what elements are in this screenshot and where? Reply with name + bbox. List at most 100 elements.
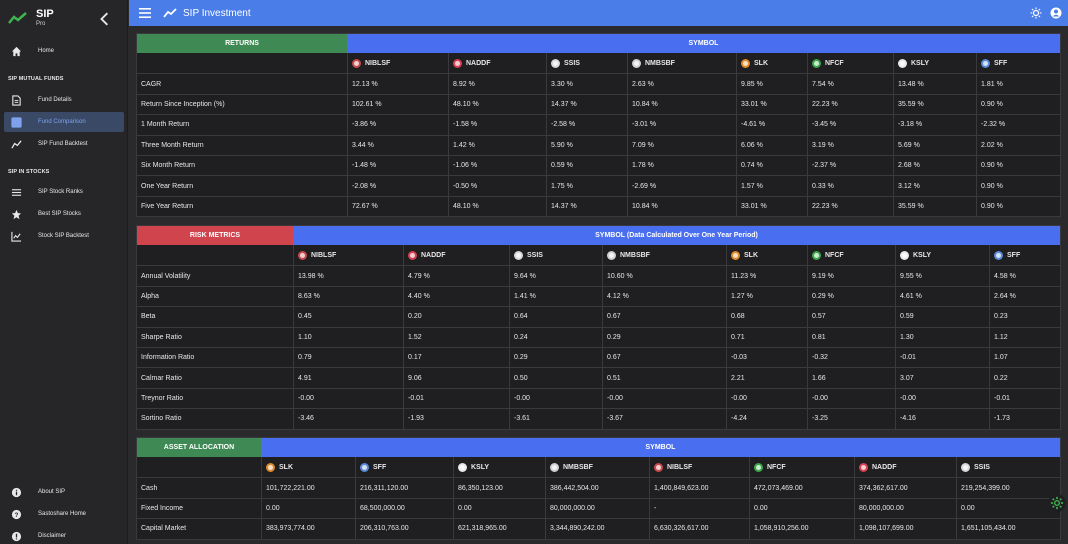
column-header-slk[interactable]: SLK bbox=[736, 53, 807, 74]
column-header-sff[interactable]: SFF bbox=[989, 245, 1060, 266]
table-cell: 1.57 % bbox=[736, 176, 807, 196]
symbol-band-label: SYMBOL bbox=[347, 34, 1060, 53]
column-header-nmbsbf[interactable]: NMBSBF bbox=[545, 457, 649, 478]
table-cell: -1.48 % bbox=[347, 155, 448, 176]
fund-logo-icon bbox=[607, 250, 616, 260]
column-header-naddf[interactable]: NADDF bbox=[403, 245, 509, 266]
column-header-naddf[interactable]: NADDF bbox=[448, 53, 546, 74]
table-cell: 0.50 bbox=[509, 368, 602, 388]
table-cell: 1.10 bbox=[293, 327, 403, 347]
table-cell: 0.33 % bbox=[807, 176, 893, 196]
column-header-niblsf[interactable]: NIBLSF bbox=[649, 457, 749, 478]
symbol-name: NADDF bbox=[466, 59, 491, 67]
row-label: 1 Month Return bbox=[141, 121, 190, 129]
sidebar-item-fund-details[interactable]: Fund Details bbox=[4, 90, 124, 110]
table-cell: -1.73 bbox=[989, 409, 1060, 429]
section-stocks: SIP IN STOCKS bbox=[8, 169, 50, 175]
column-header-ksly[interactable]: KSLY bbox=[453, 457, 545, 478]
account-icon[interactable] bbox=[1050, 7, 1062, 19]
table-cell: -1.58 % bbox=[448, 115, 546, 135]
sidebar-item-best-stocks[interactable]: Best SIP Stocks bbox=[4, 204, 124, 224]
column-header-ssis[interactable]: SSIS bbox=[956, 457, 1060, 478]
table-cell: 4.40 % bbox=[403, 286, 509, 307]
row-label-header bbox=[137, 53, 347, 73]
table-cell: 0.74 % bbox=[736, 155, 807, 176]
column-header-nfcf[interactable]: NFCF bbox=[807, 53, 893, 74]
risk-metrics-table: RISK METRICS SYMBOL (Data Calculated Over… bbox=[136, 225, 1061, 430]
table-cell: -3.01 % bbox=[627, 115, 736, 135]
column-header-ksly[interactable]: KSLY bbox=[895, 245, 989, 266]
table-cell: 1.12 bbox=[989, 327, 1060, 347]
brand-title: SIP bbox=[36, 8, 54, 20]
table-cell: -4.61 % bbox=[736, 115, 807, 135]
table-cell: 0.23 bbox=[989, 307, 1060, 327]
fund-logo-icon bbox=[352, 58, 361, 68]
table-cell: 0.59 bbox=[895, 307, 989, 327]
menu-icon[interactable] bbox=[139, 8, 151, 18]
table-cell: 0.29 bbox=[509, 347, 602, 368]
table-cell: -0.00 bbox=[602, 388, 726, 409]
document-icon bbox=[10, 94, 22, 106]
column-header-ssis[interactable]: SSIS bbox=[509, 245, 602, 266]
symbol-label: NADDF bbox=[859, 462, 897, 472]
table-cell: 5.69 % bbox=[893, 135, 976, 155]
fund-logo-icon bbox=[298, 250, 307, 260]
sidebar-item-disclaimer[interactable]: Disclaimer bbox=[4, 526, 124, 544]
column-header-nfcf[interactable]: NFCF bbox=[807, 245, 895, 266]
table-cell: 22.23 % bbox=[807, 196, 893, 217]
table-cell: -2.58 % bbox=[546, 115, 627, 135]
sidebar-item-label: Sastoshare Home bbox=[38, 511, 87, 517]
table-cell: 80,000,000.00 bbox=[545, 498, 649, 519]
column-header-naddf[interactable]: NADDF bbox=[854, 457, 956, 478]
sidebar-item-about[interactable]: About SIP bbox=[4, 482, 124, 502]
symbol-label: KSLY bbox=[900, 250, 931, 260]
column-header-nmbsbf[interactable]: NMBSBF bbox=[627, 53, 736, 74]
sidebar-item-home[interactable]: Home bbox=[4, 41, 124, 61]
column-header-nfcf[interactable]: NFCF bbox=[749, 457, 854, 478]
symbol-name: NMBSBF bbox=[620, 251, 650, 259]
settings-fab[interactable] bbox=[1048, 494, 1066, 512]
symbol-label: NADDF bbox=[408, 250, 446, 260]
row-label: Five Year Return bbox=[141, 202, 194, 210]
table-cell: 10.84 % bbox=[627, 196, 736, 217]
symbol-label: NFCF bbox=[754, 462, 786, 472]
column-header-niblsf[interactable]: NIBLSF bbox=[347, 53, 448, 74]
column-header-slk[interactable]: SLK bbox=[726, 245, 807, 266]
column-header-sff[interactable]: SFF bbox=[976, 53, 1060, 74]
table-cell: -2.32 % bbox=[976, 115, 1060, 135]
chevron-left-icon[interactable] bbox=[95, 12, 115, 26]
table-cell: 1.81 % bbox=[976, 74, 1060, 94]
column-header-slk[interactable]: SLK bbox=[261, 457, 355, 478]
table-cell: -2.69 % bbox=[627, 176, 736, 196]
compare-icon bbox=[10, 116, 22, 128]
table-cell: 4.12 % bbox=[602, 286, 726, 307]
column-header-ssis[interactable]: SSIS bbox=[546, 53, 627, 74]
table-cell: 0.67 bbox=[602, 307, 726, 327]
table-cell: 68,500,000.00 bbox=[355, 498, 453, 519]
table-cell: 80,000,000.00 bbox=[854, 498, 956, 519]
column-header-ksly[interactable]: KSLY bbox=[893, 53, 976, 74]
table-cell: 3.30 % bbox=[546, 74, 627, 94]
table-cell: -3.18 % bbox=[893, 115, 976, 135]
brand: SIP Pro bbox=[0, 0, 127, 36]
row-label: Three Month Return bbox=[141, 141, 204, 149]
sidebar-item-fund-backtest[interactable]: SIP Fund Backtest bbox=[4, 134, 124, 154]
trend-icon bbox=[10, 138, 22, 150]
table-cell: 0.17 bbox=[403, 347, 509, 368]
table-cell: 3,344,890,242.00 bbox=[545, 519, 649, 539]
column-header-sff[interactable]: SFF bbox=[355, 457, 453, 478]
sidebar-item-stock-backtest[interactable]: Stock SIP Backtest bbox=[4, 226, 124, 246]
sidebar-item-sastoshare[interactable]: ? Sastoshare Home bbox=[4, 504, 124, 524]
sidebar-item-fund-comparison[interactable]: Fund Comparison bbox=[4, 112, 124, 132]
column-header-niblsf[interactable]: NIBLSF bbox=[293, 245, 403, 266]
table-cell: 8.63 % bbox=[293, 286, 403, 307]
table-cell: 1.30 bbox=[895, 327, 989, 347]
table-cell: 219,254,399.00 bbox=[956, 478, 1060, 498]
table-cell: 7.54 % bbox=[807, 74, 893, 94]
table-cell: -4.24 bbox=[726, 409, 807, 429]
column-header-nmbsbf[interactable]: NMBSBF bbox=[602, 245, 726, 266]
theme-toggle-icon[interactable] bbox=[1030, 7, 1042, 19]
row-label: Six Month Return bbox=[141, 162, 196, 170]
table-cell: 4.58 % bbox=[989, 266, 1060, 286]
sidebar-item-stock-ranks[interactable]: SIP Stock Ranks bbox=[4, 182, 124, 202]
